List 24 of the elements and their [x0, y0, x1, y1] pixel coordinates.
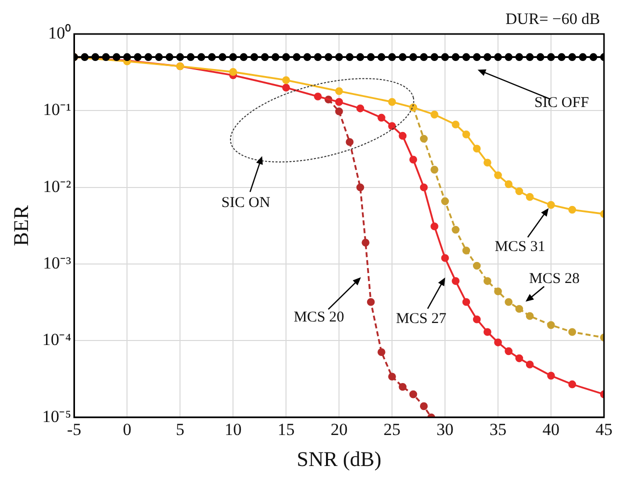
annotation: MCS 20 — [294, 310, 344, 326]
annotation: SIC ON — [221, 195, 270, 212]
x-tick-label: 10 — [224, 420, 242, 440]
y-tick-label: 10⁻² — [43, 176, 72, 196]
x-tick-label: 0 — [122, 420, 132, 440]
x-tick-label: 5 — [176, 420, 184, 440]
annotation: MCS 31 — [494, 238, 546, 255]
y-axis-title: BER — [9, 205, 34, 246]
annotation: MCS 27 — [396, 311, 447, 328]
x-tick-label: 15 — [278, 420, 295, 440]
x-axis-title: SNR (dB) — [296, 446, 382, 471]
annotation: SIC OFF — [534, 95, 589, 112]
y-tick-label: 10⁻⁴ — [42, 330, 72, 350]
x-tick-label: 30 — [436, 420, 454, 440]
x-tick-label: 40 — [542, 420, 560, 440]
y-tick-label: 10⁰ — [48, 23, 72, 42]
x-tick-label: 20 — [330, 420, 348, 440]
text: DUR= −60 dB — [506, 11, 600, 28]
annotation: MCS 28 — [529, 271, 580, 288]
y-tick-label: 10⁻³ — [43, 254, 72, 273]
y-tick-label: 10⁻¹ — [43, 100, 72, 120]
x-tick-label: 35 — [490, 420, 507, 440]
x-tick-label: 45 — [596, 420, 612, 440]
x-tick-label: 25 — [384, 420, 401, 440]
